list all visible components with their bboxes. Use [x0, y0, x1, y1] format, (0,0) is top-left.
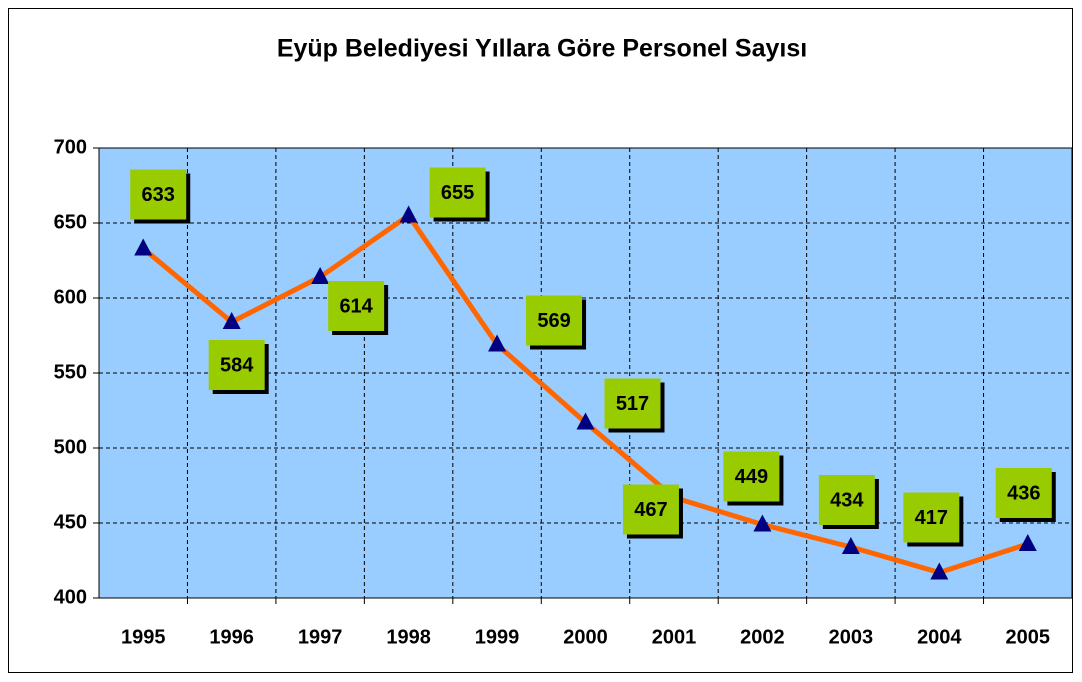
label-box [526, 295, 583, 346]
label-box [903, 492, 960, 543]
data-label: 633 [142, 184, 175, 206]
y-tick-label: 450 [54, 511, 87, 533]
data-label: 614 [339, 295, 373, 317]
x-tick-label: 2005 [1006, 626, 1051, 648]
x-tick-label: 2004 [917, 626, 962, 648]
x-tick-label: 2002 [740, 626, 785, 648]
data-label: 569 [537, 310, 570, 332]
label-box [208, 340, 265, 390]
data-label: 449 [735, 466, 768, 488]
label-box [328, 281, 385, 331]
x-tick-label: 1997 [298, 626, 343, 648]
x-tick-label: 1996 [209, 626, 254, 648]
label-box [818, 475, 875, 525]
y-tick-label: 700 [54, 136, 87, 158]
marker [841, 537, 860, 554]
y-tick-label: 400 [54, 586, 87, 608]
x-tick-label: 1995 [121, 626, 166, 648]
y-tick-label: 650 [54, 211, 87, 233]
label-box [995, 468, 1052, 518]
label-box [723, 451, 780, 502]
marker [753, 514, 772, 532]
data-label: 436 [1007, 482, 1040, 504]
label-box [130, 169, 187, 220]
label-box [622, 484, 679, 535]
data-label: 467 [634, 499, 667, 521]
x-tick-label: 2000 [563, 626, 608, 648]
marker [488, 334, 507, 352]
x-tick-label: 1998 [386, 626, 431, 648]
chart-title: Eyüp Belediyesi Yıllara Göre Personel Sa… [277, 35, 807, 63]
data-label: 417 [915, 507, 948, 529]
data-label: 655 [441, 182, 474, 204]
x-tick-label: 2003 [829, 626, 874, 648]
marker [311, 267, 330, 284]
marker [134, 238, 153, 256]
marker [576, 412, 595, 430]
label-box [429, 167, 486, 218]
marker [222, 312, 241, 329]
marker [930, 562, 949, 580]
data-label: 584 [220, 354, 254, 376]
y-tick-label: 500 [54, 436, 87, 458]
y-tick-label: 600 [54, 286, 87, 308]
x-tick-label: 1999 [475, 626, 520, 648]
y-tick-label: 550 [54, 361, 87, 383]
x-tick-label: 2001 [652, 626, 697, 648]
label-box [604, 378, 661, 429]
marker [1018, 534, 1037, 551]
data-label: 434 [830, 489, 864, 511]
data-label: 517 [616, 393, 649, 415]
plot-border [98, 147, 1073, 599]
marker [399, 205, 418, 223]
